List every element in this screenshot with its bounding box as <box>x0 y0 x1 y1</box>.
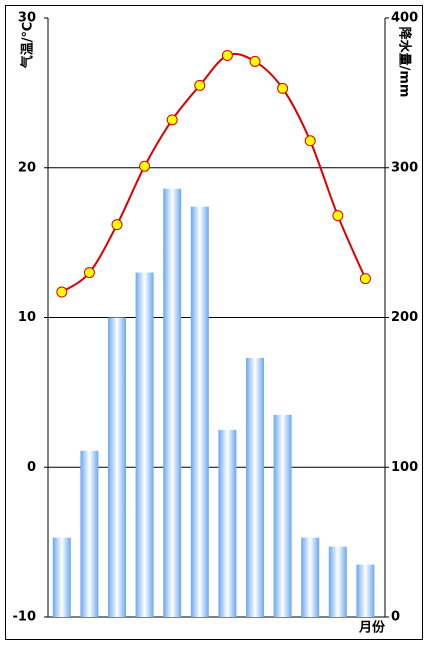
marker <box>111 219 123 231</box>
y-axis-label: 气温/℃ <box>20 22 36 69</box>
bar <box>80 450 99 617</box>
y2-tick-label: 300 <box>391 160 418 175</box>
y-tick-label: 30 <box>18 11 36 26</box>
marker <box>166 114 178 126</box>
y2-tick-label: 100 <box>391 460 418 475</box>
bar <box>218 429 237 617</box>
y2-tick-label: 200 <box>391 310 418 325</box>
marker <box>359 273 371 285</box>
marker <box>277 82 289 94</box>
marker <box>332 210 344 222</box>
y-tick-label: 20 <box>18 160 36 175</box>
x-axis-label: 月份 <box>358 620 386 636</box>
y-tick-label: 0 <box>27 460 36 475</box>
marker <box>249 55 261 67</box>
bar <box>246 357 264 617</box>
y2-axis-label: 降水量/mm <box>397 27 413 98</box>
marker <box>83 267 95 279</box>
bar <box>328 546 347 617</box>
marker <box>304 135 316 147</box>
bar <box>301 537 320 617</box>
frame <box>5 5 423 640</box>
marker <box>56 286 68 298</box>
y-tick-label: 10 <box>18 310 36 325</box>
y-tick-label: -10 <box>13 610 37 625</box>
marker <box>194 79 206 91</box>
bar <box>108 317 126 617</box>
bar <box>273 414 292 617</box>
bar <box>52 537 71 617</box>
bar <box>356 564 375 617</box>
bar <box>163 188 182 617</box>
bar <box>190 206 209 617</box>
bar <box>135 272 154 617</box>
y2-tick-label: 0 <box>391 610 400 625</box>
line <box>61 52 367 293</box>
marker <box>139 160 151 172</box>
y2-tick-label: 400 <box>391 11 418 26</box>
marker <box>221 49 233 61</box>
